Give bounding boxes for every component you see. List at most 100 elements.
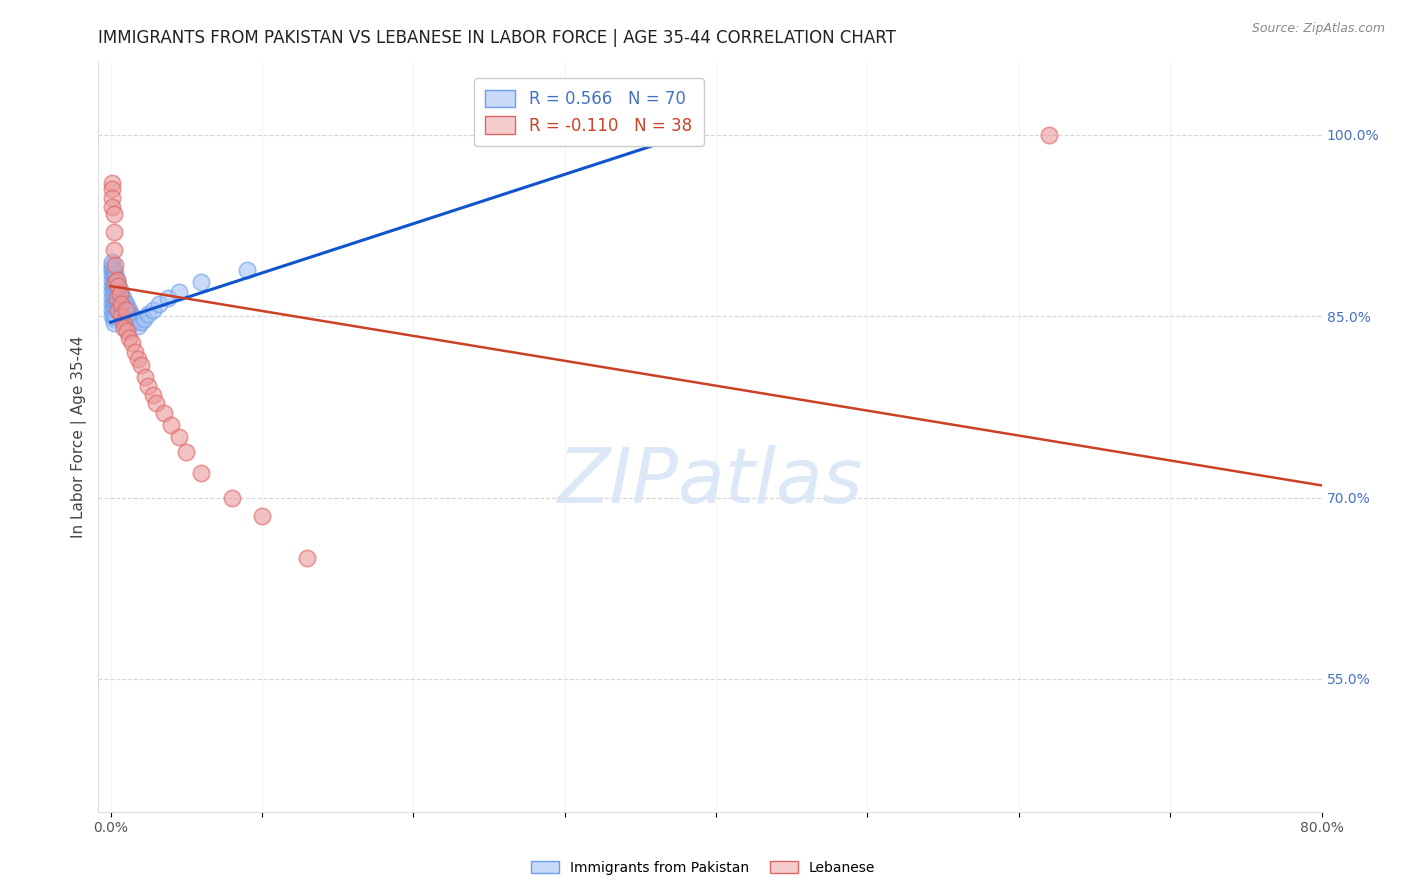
Point — [127, 351, 149, 366]
Point — [103, 225, 125, 239]
Point — [111, 291, 134, 305]
Point — [110, 297, 132, 311]
Point — [190, 276, 212, 290]
Point — [107, 303, 129, 318]
Point — [129, 358, 152, 372]
Point — [104, 303, 127, 318]
Point — [101, 291, 124, 305]
Point — [107, 294, 129, 309]
Point — [101, 279, 124, 293]
Point — [1038, 128, 1060, 142]
Point — [101, 267, 124, 281]
Point — [101, 182, 124, 196]
Point — [120, 307, 142, 321]
Legend: R = 0.566   N = 70, R = -0.110   N = 38: R = 0.566 N = 70, R = -0.110 N = 38 — [474, 78, 703, 146]
Point — [110, 310, 132, 324]
Point — [105, 273, 128, 287]
Point — [105, 291, 128, 305]
Point — [101, 191, 124, 205]
Point — [114, 297, 136, 311]
Point — [103, 267, 125, 281]
Point — [112, 303, 135, 318]
Point — [103, 307, 125, 321]
Point — [114, 303, 136, 318]
Point — [111, 315, 134, 329]
Point — [104, 276, 127, 290]
Point — [167, 430, 190, 444]
Point — [105, 294, 128, 309]
Point — [107, 279, 129, 293]
Point — [103, 283, 125, 297]
Point — [103, 311, 125, 326]
Point — [108, 287, 131, 301]
Point — [105, 279, 128, 293]
Point — [104, 266, 127, 280]
Point — [118, 303, 141, 318]
Point — [107, 285, 129, 299]
Point — [104, 291, 127, 305]
Point — [105, 273, 128, 287]
Point — [103, 300, 125, 314]
Point — [138, 307, 160, 321]
Point — [104, 270, 127, 285]
Point — [250, 508, 273, 523]
Point — [174, 444, 197, 458]
Point — [101, 255, 124, 269]
Point — [111, 300, 134, 314]
Point — [104, 276, 127, 290]
Point — [103, 294, 125, 309]
Point — [104, 297, 127, 311]
Point — [110, 297, 132, 311]
Point — [132, 311, 155, 326]
Point — [112, 321, 135, 335]
Text: Source: ZipAtlas.com: Source: ZipAtlas.com — [1251, 22, 1385, 36]
Point — [108, 300, 131, 314]
Point — [127, 318, 149, 333]
Point — [115, 300, 138, 314]
Point — [101, 297, 124, 311]
Point — [104, 310, 127, 324]
Point — [103, 317, 125, 331]
Point — [101, 260, 124, 275]
Point — [157, 291, 180, 305]
Point — [104, 279, 127, 293]
Point — [101, 310, 124, 324]
Point — [104, 259, 127, 273]
Point — [190, 467, 212, 481]
Point — [124, 315, 146, 329]
Point — [101, 176, 124, 190]
Point — [148, 297, 170, 311]
Point — [105, 285, 128, 299]
Point — [104, 285, 127, 299]
Point — [160, 417, 183, 432]
Point — [107, 303, 129, 318]
Point — [103, 270, 125, 285]
Point — [124, 345, 146, 359]
Point — [221, 491, 243, 505]
Point — [236, 263, 259, 277]
Point — [108, 291, 131, 305]
Point — [103, 276, 125, 290]
Point — [118, 331, 141, 345]
Point — [122, 311, 145, 326]
Point — [142, 388, 165, 402]
Point — [105, 303, 128, 318]
Point — [101, 259, 124, 273]
Point — [115, 324, 138, 338]
Point — [103, 206, 125, 220]
Point — [101, 273, 124, 287]
Point — [121, 310, 143, 324]
Point — [101, 303, 124, 318]
Point — [103, 279, 125, 293]
Point — [101, 285, 124, 299]
Point — [112, 294, 135, 309]
Point — [101, 201, 124, 215]
Point — [107, 279, 129, 293]
Point — [145, 396, 167, 410]
Point — [125, 311, 148, 326]
Point — [129, 315, 152, 329]
Point — [152, 406, 174, 420]
Y-axis label: In Labor Force | Age 35-44: In Labor Force | Age 35-44 — [72, 336, 87, 538]
Point — [103, 287, 125, 301]
Point — [121, 335, 143, 350]
